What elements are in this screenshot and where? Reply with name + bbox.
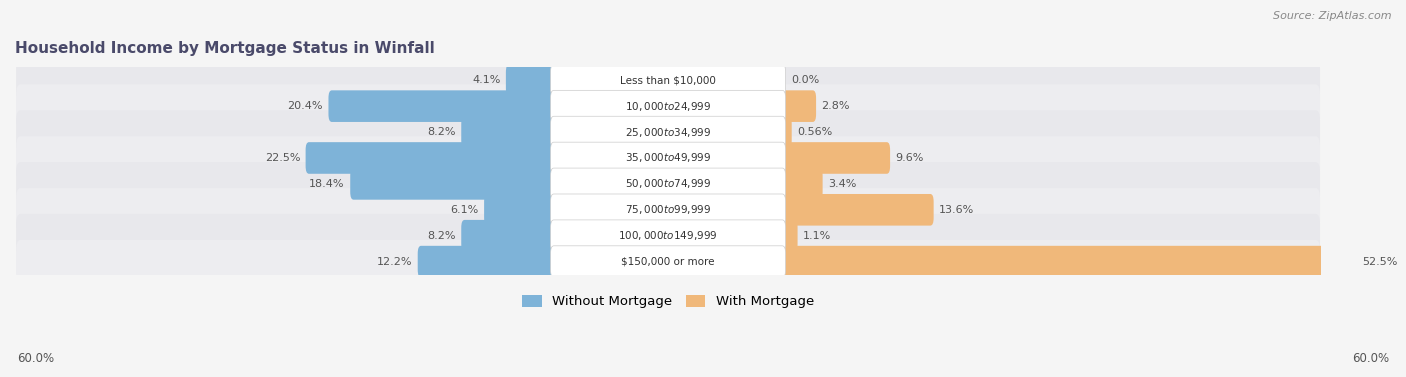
Text: 2.8%: 2.8% — [821, 101, 851, 111]
Text: 6.1%: 6.1% — [450, 205, 478, 215]
Text: 60.0%: 60.0% — [1353, 352, 1389, 365]
Text: 8.2%: 8.2% — [427, 127, 456, 137]
FancyBboxPatch shape — [551, 116, 786, 148]
Text: 60.0%: 60.0% — [17, 352, 53, 365]
Text: $10,000 to $24,999: $10,000 to $24,999 — [624, 100, 711, 113]
FancyBboxPatch shape — [15, 136, 1320, 180]
Text: 3.4%: 3.4% — [828, 179, 856, 189]
Text: 13.6%: 13.6% — [939, 205, 974, 215]
FancyBboxPatch shape — [329, 90, 557, 122]
Text: $100,000 to $149,999: $100,000 to $149,999 — [619, 229, 718, 242]
FancyBboxPatch shape — [551, 168, 786, 200]
FancyBboxPatch shape — [551, 194, 786, 225]
FancyBboxPatch shape — [779, 194, 934, 225]
FancyBboxPatch shape — [15, 110, 1320, 154]
Text: 8.2%: 8.2% — [427, 231, 456, 241]
Text: Source: ZipAtlas.com: Source: ZipAtlas.com — [1274, 11, 1392, 21]
FancyBboxPatch shape — [15, 240, 1320, 284]
Text: $150,000 or more: $150,000 or more — [621, 257, 714, 267]
Text: 0.0%: 0.0% — [792, 75, 820, 85]
FancyBboxPatch shape — [779, 90, 815, 122]
Text: $75,000 to $99,999: $75,000 to $99,999 — [624, 203, 711, 216]
FancyBboxPatch shape — [15, 162, 1320, 205]
FancyBboxPatch shape — [461, 220, 557, 251]
Text: $50,000 to $74,999: $50,000 to $74,999 — [624, 178, 711, 190]
Text: 20.4%: 20.4% — [287, 101, 323, 111]
FancyBboxPatch shape — [418, 246, 557, 277]
Text: 4.1%: 4.1% — [472, 75, 501, 85]
Text: 12.2%: 12.2% — [377, 257, 412, 267]
Text: 52.5%: 52.5% — [1362, 257, 1398, 267]
FancyBboxPatch shape — [551, 64, 786, 96]
FancyBboxPatch shape — [779, 246, 1357, 277]
Text: $25,000 to $34,999: $25,000 to $34,999 — [624, 126, 711, 139]
Text: Less than $10,000: Less than $10,000 — [620, 75, 716, 85]
FancyBboxPatch shape — [15, 214, 1320, 257]
FancyBboxPatch shape — [551, 90, 786, 122]
FancyBboxPatch shape — [779, 168, 823, 200]
Text: 22.5%: 22.5% — [264, 153, 299, 163]
Text: 1.1%: 1.1% — [803, 231, 831, 241]
FancyBboxPatch shape — [779, 116, 792, 148]
FancyBboxPatch shape — [15, 58, 1320, 102]
Text: 18.4%: 18.4% — [309, 179, 344, 189]
Text: $35,000 to $49,999: $35,000 to $49,999 — [624, 152, 711, 164]
FancyBboxPatch shape — [551, 246, 786, 277]
FancyBboxPatch shape — [506, 64, 557, 96]
Text: Household Income by Mortgage Status in Winfall: Household Income by Mortgage Status in W… — [15, 41, 434, 57]
FancyBboxPatch shape — [350, 168, 557, 200]
FancyBboxPatch shape — [779, 142, 890, 174]
FancyBboxPatch shape — [15, 188, 1320, 231]
FancyBboxPatch shape — [484, 194, 557, 225]
FancyBboxPatch shape — [779, 220, 797, 251]
Text: 9.6%: 9.6% — [896, 153, 924, 163]
FancyBboxPatch shape — [15, 84, 1320, 128]
FancyBboxPatch shape — [551, 142, 786, 174]
FancyBboxPatch shape — [305, 142, 557, 174]
Legend: Without Mortgage, With Mortgage: Without Mortgage, With Mortgage — [516, 290, 820, 314]
Text: 0.56%: 0.56% — [797, 127, 832, 137]
FancyBboxPatch shape — [461, 116, 557, 148]
FancyBboxPatch shape — [551, 220, 786, 251]
